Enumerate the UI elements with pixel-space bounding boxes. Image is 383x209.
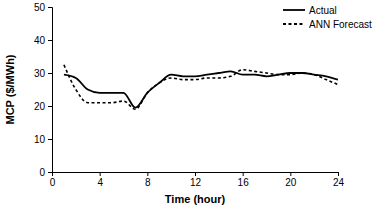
tick-label: 8 — [145, 177, 151, 188]
tick-mark — [48, 172, 52, 173]
tick-mark — [48, 106, 52, 107]
y-axis: 0 10 20 30 40 50 — [34, 2, 53, 178]
legend-swatch — [283, 23, 305, 25]
tick: 50 — [34, 2, 52, 13]
tick: 20 — [285, 172, 297, 188]
tick-mark — [48, 7, 52, 8]
tick-label: 10 — [34, 134, 46, 145]
chart: 0 4 8 12 16 20 24 0 10 20 30 40 50 Time (hour) MCP ($/… — [0, 0, 383, 209]
lines — [64, 65, 338, 110]
tick-mark — [147, 172, 148, 176]
legend-label: ANN Forecast — [309, 19, 372, 30]
legend-swatch — [283, 9, 305, 11]
tick: 8 — [145, 172, 151, 188]
tick: 16 — [238, 172, 250, 188]
tick-mark — [195, 172, 196, 176]
axis-line — [53, 173, 339, 177]
tick-mark — [48, 139, 52, 140]
y-axis-title: MCP ($/MWh) — [4, 54, 16, 124]
tick-label: 30 — [34, 68, 46, 79]
tick: 0 — [39, 167, 52, 178]
series-line — [64, 65, 338, 110]
tick-label: 4 — [97, 177, 103, 188]
x-axis: 0 4 8 12 16 20 24 — [50, 172, 345, 188]
tick-label: 24 — [333, 177, 345, 188]
x-axis-title: Time (hour) — [165, 193, 226, 205]
plot-area: 0 4 8 12 16 20 24 0 10 20 30 40 50 — [34, 2, 345, 188]
tick: 24 — [333, 172, 345, 188]
tick: 4 — [97, 172, 103, 188]
axis-line — [48, 8, 53, 173]
tick-label: 12 — [190, 177, 202, 188]
tick-label: 20 — [34, 101, 46, 112]
tick: 30 — [34, 68, 52, 79]
tick-label: 0 — [39, 167, 45, 178]
tick-label: 40 — [34, 35, 46, 46]
legend: Actual ANN Forecast — [283, 5, 372, 30]
tick-mark — [338, 172, 339, 176]
tick: 0 — [50, 172, 56, 188]
tick: 40 — [34, 35, 52, 46]
tick-label: 0 — [50, 177, 56, 188]
tick: 12 — [190, 172, 202, 188]
tick-mark — [100, 172, 101, 176]
tick: 20 — [34, 101, 52, 112]
tick-label: 50 — [34, 2, 46, 13]
legend-label: Actual — [309, 5, 337, 16]
tick: 10 — [34, 134, 52, 145]
tick-label: 20 — [285, 177, 297, 188]
tick-mark — [48, 73, 52, 74]
tick-mark — [243, 172, 244, 176]
tick-mark — [290, 172, 291, 176]
tick-label: 16 — [238, 177, 250, 188]
tick-mark — [48, 40, 52, 41]
